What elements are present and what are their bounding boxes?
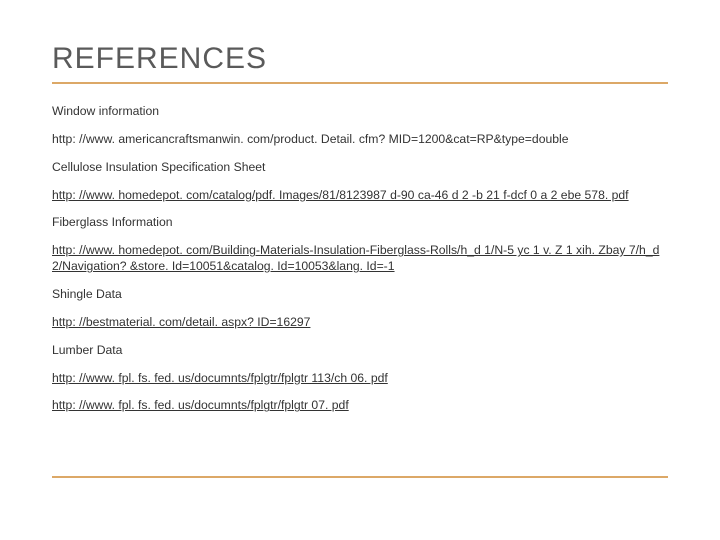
- bottom-rule: [52, 476, 668, 478]
- top-rule: [52, 82, 668, 84]
- label-cellulose: Cellulose Insulation Specification Sheet: [52, 160, 668, 176]
- url-fiberglass[interactable]: http: //www. homedepot. com/Building-Mat…: [52, 243, 668, 275]
- url-window-info: http: //www. americancraftsmanwin. com/p…: [52, 132, 668, 148]
- url-lumber-1[interactable]: http: //www. fpl. fs. fed. us/documnts/f…: [52, 371, 668, 387]
- label-shingle: Shingle Data: [52, 287, 668, 303]
- slide: REFERENCES Window information http: //ww…: [0, 0, 720, 540]
- label-window-info: Window information: [52, 104, 668, 120]
- url-lumber-2[interactable]: http: //www. fpl. fs. fed. us/documnts/f…: [52, 398, 668, 414]
- url-shingle[interactable]: http: //bestmaterial. com/detail. aspx? …: [52, 315, 668, 331]
- label-lumber: Lumber Data: [52, 343, 668, 359]
- label-fiberglass: Fiberglass Information: [52, 215, 668, 231]
- url-cellulose[interactable]: http: //www. homedepot. com/catalog/pdf.…: [52, 188, 668, 204]
- page-title: REFERENCES: [52, 42, 668, 76]
- references-list: Window information http: //www. american…: [52, 104, 668, 414]
